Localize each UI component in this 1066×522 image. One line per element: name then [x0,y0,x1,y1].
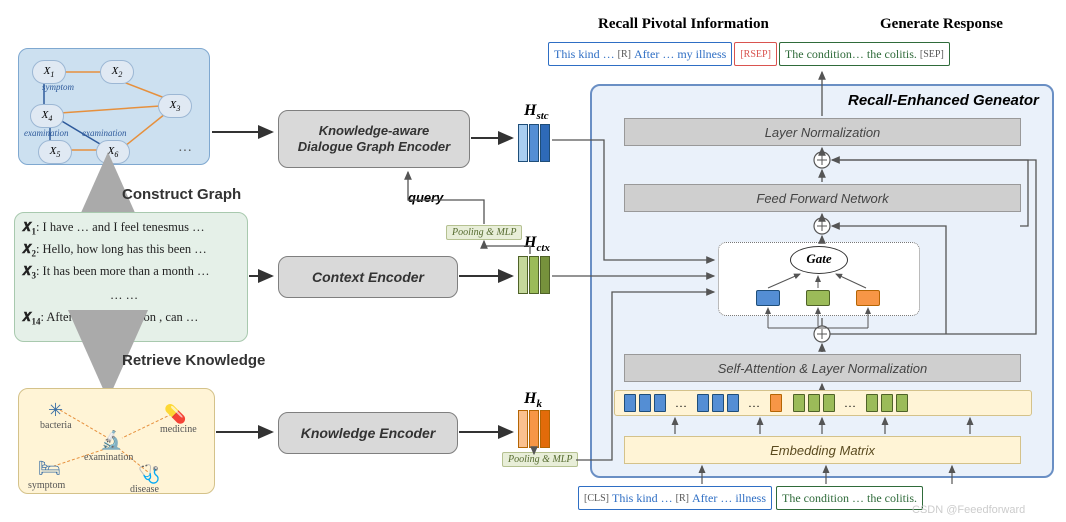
knowledge-panel [18,388,215,494]
self-attn-box: Self-Attention & Layer Normalization [624,354,1021,382]
dialogue-line-dots: … … [110,288,138,303]
h-stc-label: Hstc [524,102,549,122]
gate-in-blue [756,290,780,306]
generate-title: Generate Response [880,16,1003,33]
h-k-label: Hk [524,390,542,410]
h-ctx-bars [518,256,550,294]
embedding-matrix-box: Embedding Matrix [624,436,1021,464]
generator-title: Recall-Enhanced Geneator [848,92,1039,109]
graph-encoder-box: Knowledge-aware Dialogue Graph Encoder [278,110,470,168]
edge-label-exam1: examination [24,128,69,138]
h-k-bars [518,410,550,448]
recall-title: Recall Pivotal Information [598,16,769,33]
dialogue-line-3: 𝑿3: It has been more than a month … [22,264,210,281]
dialogue-line-14: 𝑿14: After the examination , can … [22,310,198,327]
pooling-mlp-bottom: Pooling & MLP [502,452,578,467]
dialogue-line-1: 𝑿1: I have … and I feel tenesmus … [22,220,205,237]
rsep-token: [RSEP] [734,42,777,66]
watermark: CSDN @Feeedforward [912,504,1025,516]
h-stc-bars [518,124,550,162]
retrieve-knowledge-label: Retrieve Knowledge [122,352,265,369]
edge-label-exam2: examination [82,128,127,138]
dialogue-line-2: 𝑿2: Hello, how long has this been … [22,242,207,259]
h-ctx-label: Hctx [524,234,550,254]
top-sequence: This kind …[R]After … my illness [RSEP] … [548,42,950,66]
gate-in-orange [856,290,880,306]
construct-graph-label: Construct Graph [122,186,241,203]
token-strip: … … … [622,394,909,412]
layer-norm-box: Layer Normalization [624,118,1021,146]
query-label: query [408,190,443,205]
gate-oval: Gate [790,246,848,274]
bottom-sequence: [CLS]This kind …[R]After … illness The c… [578,486,923,510]
knowledge-encoder-box: Knowledge Encoder [278,412,458,454]
gate-in-green [806,290,830,306]
context-encoder-box: Context Encoder [278,256,458,298]
pooling-mlp-top: Pooling & MLP [446,225,522,240]
ffn-box: Feed Forward Network [624,184,1021,212]
